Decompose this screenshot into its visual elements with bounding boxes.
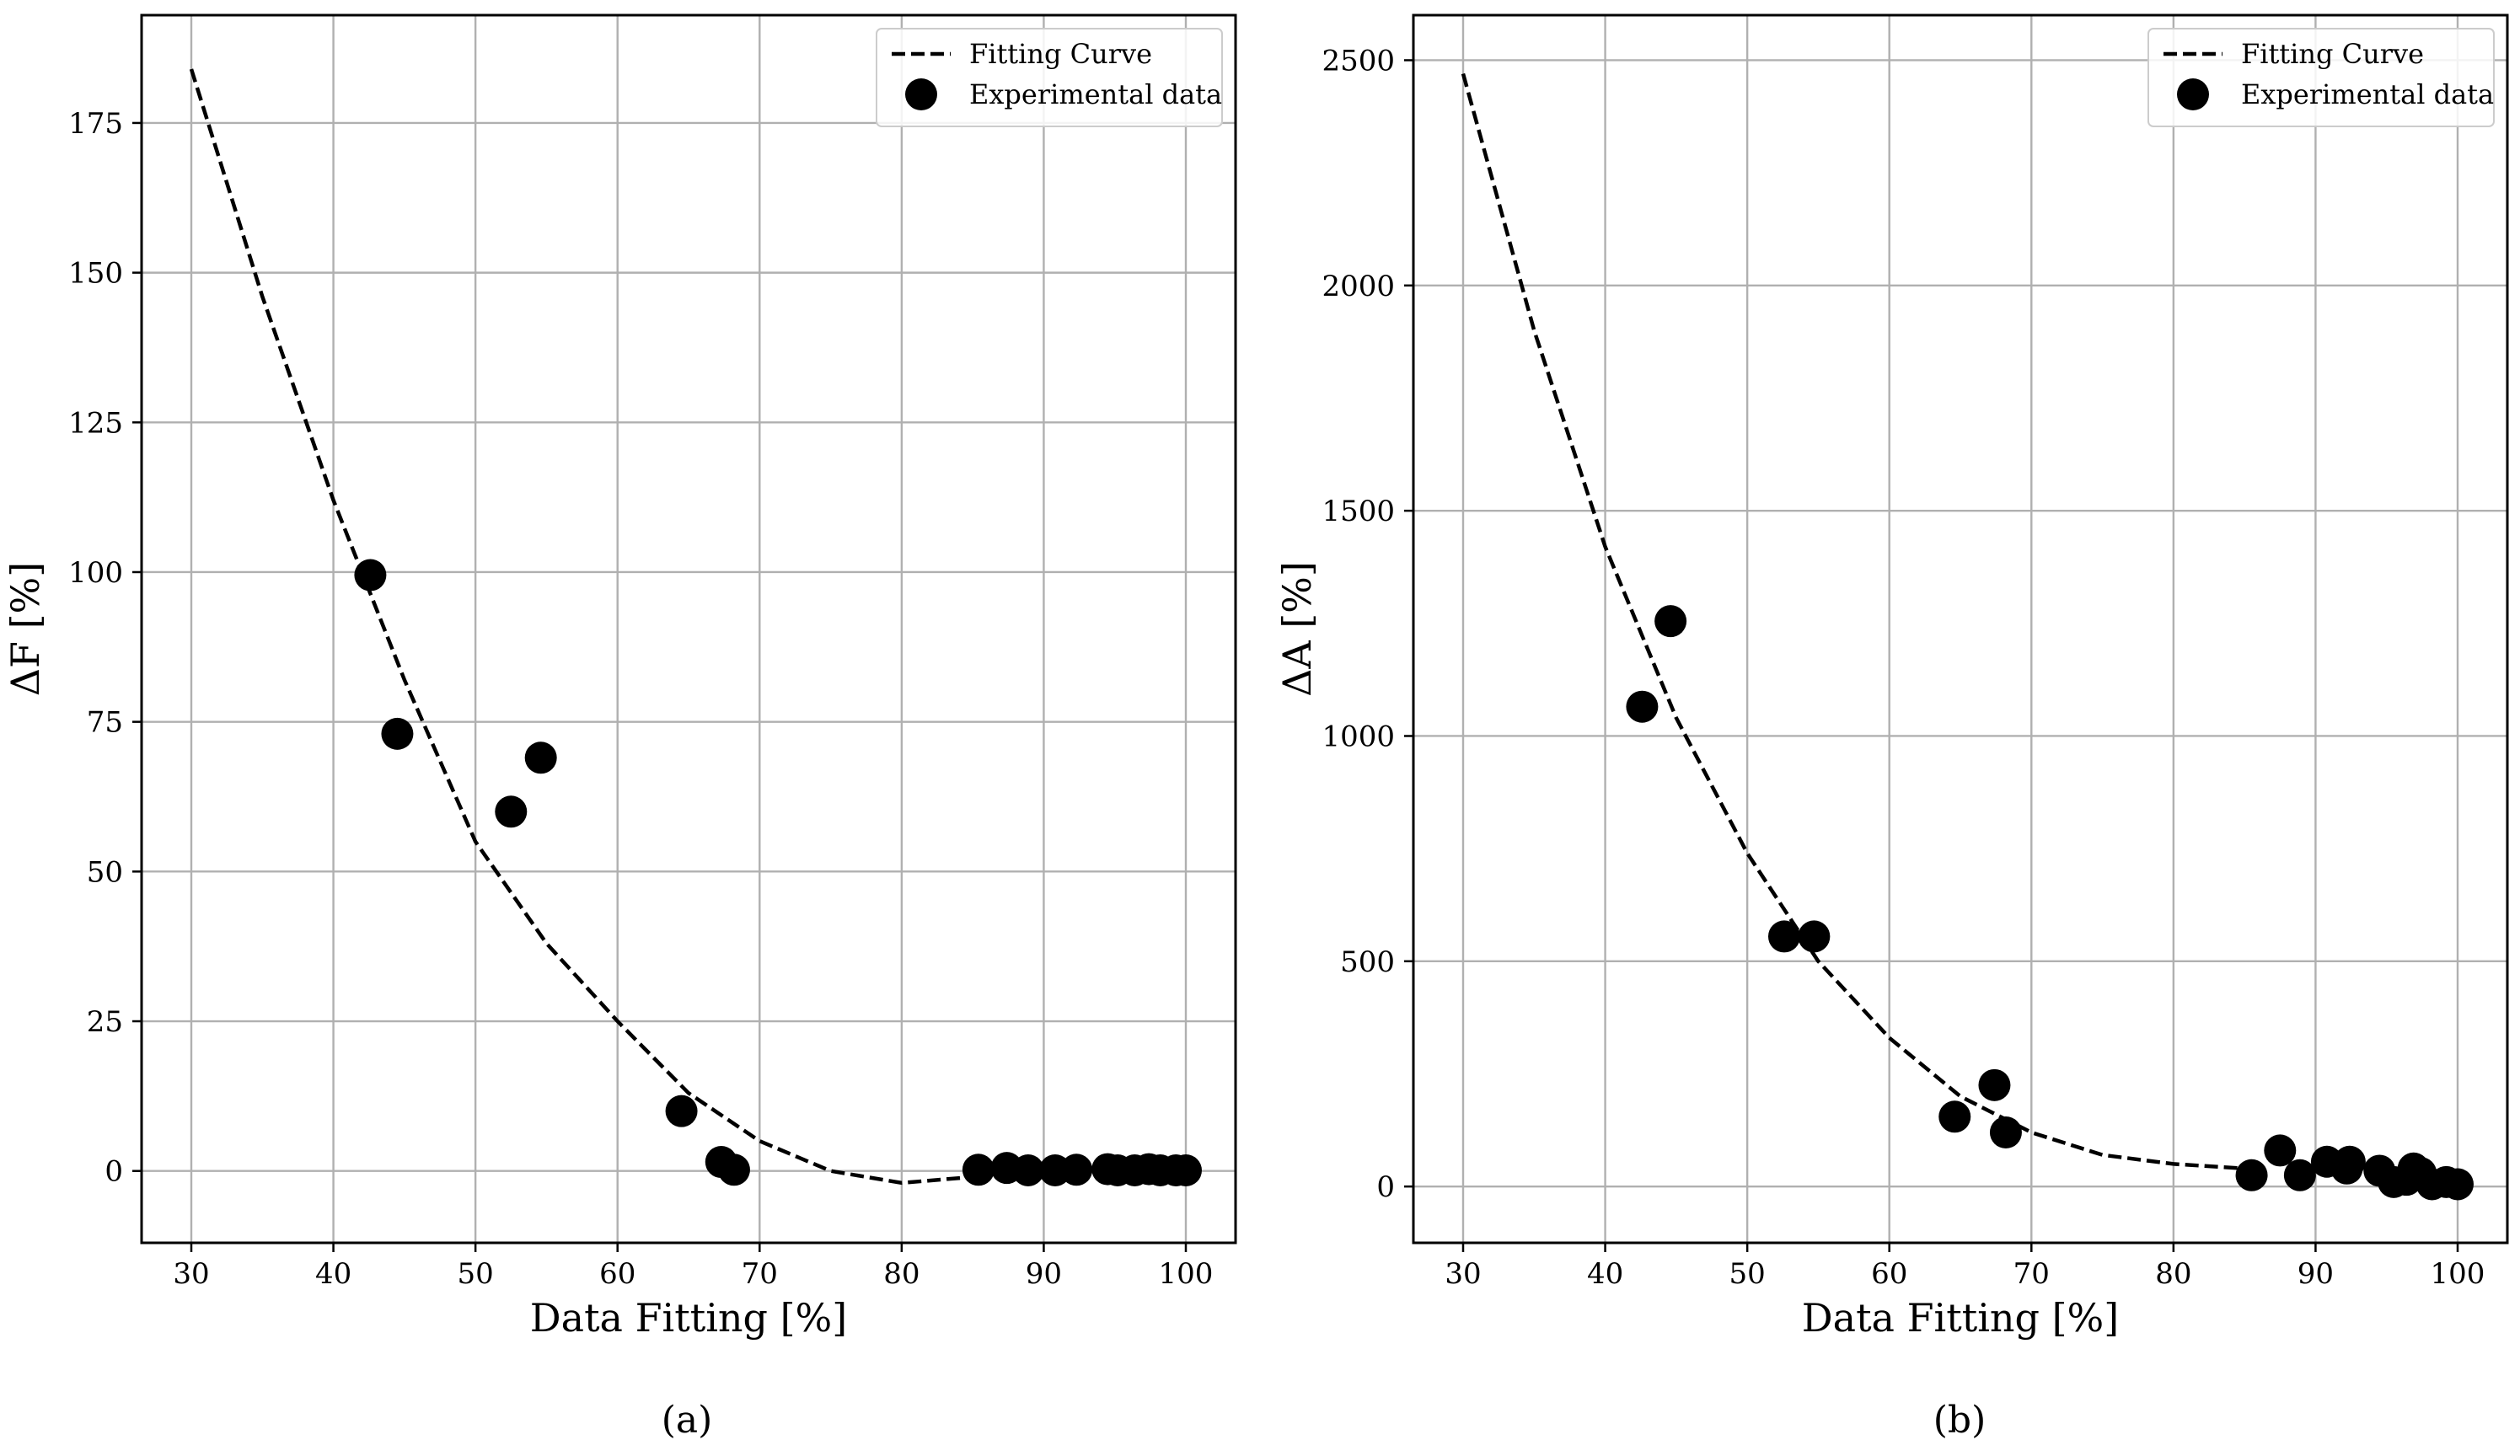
experimental-data-point: [1060, 1154, 1093, 1186]
x-tick-label: 60: [1871, 1257, 1907, 1291]
y-tick-label: 150: [68, 257, 123, 291]
x-tick-label: 40: [315, 1257, 351, 1291]
x-axis-label: Data Fitting [%]: [1802, 1295, 2119, 1341]
y-tick-label: 2500: [1322, 44, 1395, 78]
experimental-data-point: [2283, 1159, 2316, 1191]
y-tick-label: 75: [87, 706, 123, 740]
y-axis-label: ΔA [%]: [1274, 561, 1320, 697]
y-tick-label: 2000: [1322, 270, 1395, 303]
y-tick-label: 1500: [1322, 495, 1395, 528]
legend-entry-label: Experimental data: [2241, 78, 2494, 110]
y-tick-label: 50: [87, 855, 123, 889]
y-axis-label: ΔF [%]: [3, 562, 48, 696]
experimental-data-point: [2333, 1145, 2366, 1178]
y-tick-label: 175: [68, 107, 123, 141]
x-tick-label: 60: [599, 1257, 635, 1291]
legend-entry-label: Fitting Curve: [969, 38, 1152, 70]
experimental-data-point: [2442, 1168, 2474, 1201]
experimental-data-point: [1011, 1154, 1044, 1187]
x-tick-label: 90: [1026, 1257, 1062, 1291]
y-tick-label: 500: [1340, 945, 1395, 979]
legend: Fitting Curve Experimental data: [876, 28, 1223, 127]
experimental-data-point: [1938, 1100, 1971, 1133]
experimental-data-point: [495, 795, 528, 828]
experimental-data-point: [381, 717, 414, 750]
y-tick-label: 1000: [1322, 720, 1395, 753]
panel-caption: (b): [1933, 1399, 1987, 1442]
x-tick-label: 30: [173, 1257, 209, 1291]
experimental-data-point: [1654, 605, 1687, 638]
x-tick-label: 90: [2297, 1257, 2334, 1291]
y-tick-label: 25: [87, 1005, 123, 1039]
experimental-data-point: [665, 1095, 698, 1127]
y-tick-label: 0: [1376, 1170, 1395, 1204]
y-tick-label: 125: [68, 406, 123, 440]
experimental-data-point: [1170, 1154, 1202, 1187]
experimental-data-point: [354, 559, 387, 592]
experimental-data-point: [1626, 690, 1659, 723]
x-tick-label: 80: [2155, 1257, 2191, 1291]
legend-marker-swatch: [905, 78, 937, 110]
x-tick-label: 100: [2431, 1257, 2485, 1291]
panel-caption: (a): [662, 1399, 713, 1442]
x-tick-label: 30: [1445, 1257, 1481, 1291]
x-tick-label: 40: [1587, 1257, 1623, 1291]
experimental-data-point: [1989, 1116, 2022, 1149]
plot-frame: [140, 13, 1237, 1245]
y-tick-label: 100: [68, 556, 123, 590]
x-axis-label: Data Fitting [%]: [530, 1295, 847, 1341]
panel-a-chart: 30 40 50 60 70 80 90 100 0 25 50 75 100 125 150 175 Fitt…: [3, 13, 1237, 1442]
x-tick-label: 50: [1729, 1257, 1766, 1291]
plot-frame: [1412, 13, 2509, 1245]
fitting-curve-line: [1461, 72, 2245, 1171]
legend-marker-swatch: [2177, 78, 2209, 110]
legend-box: [876, 28, 1223, 127]
experimental-data-point: [524, 741, 557, 774]
experimental-data-point: [1798, 920, 1831, 953]
legend: Fitting Curve Experimental data: [2147, 28, 2495, 127]
x-tick-label: 100: [1159, 1257, 1214, 1291]
experimental-data-point: [717, 1154, 750, 1186]
experimental-data-point: [2264, 1134, 2297, 1167]
experimental-data-point: [2235, 1159, 2268, 1191]
y-tick-label: 0: [105, 1155, 123, 1189]
experimental-data-point: [962, 1154, 995, 1186]
x-tick-label: 70: [742, 1257, 778, 1291]
experimental-data-point: [1767, 920, 1800, 953]
legend-entry-label: Fitting Curve: [2241, 38, 2424, 70]
x-tick-label: 70: [2013, 1257, 2050, 1291]
x-tick-label: 80: [883, 1257, 920, 1291]
legend-entry-label: Experimental data: [969, 78, 1222, 110]
x-tick-label: 50: [458, 1257, 494, 1291]
legend-box: [2147, 28, 2495, 127]
experimental-data-point: [1978, 1068, 2011, 1101]
fitting-curve-line: [189, 68, 973, 1186]
